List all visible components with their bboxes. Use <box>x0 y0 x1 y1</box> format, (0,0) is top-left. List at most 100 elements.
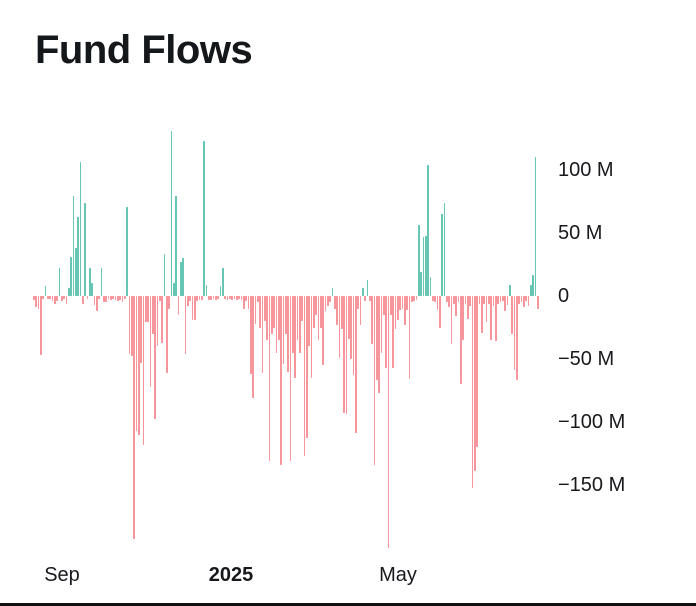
bar-outflow[interactable] <box>124 296 126 299</box>
bar-outflow[interactable] <box>289 296 292 462</box>
bar-inflow[interactable] <box>68 288 70 296</box>
bar-inflow[interactable] <box>126 206 128 296</box>
bar-outflow[interactable] <box>229 296 231 299</box>
bar-outflow[interactable] <box>518 296 520 304</box>
bar-outflow[interactable] <box>408 296 411 380</box>
bar-outflow[interactable] <box>455 296 457 317</box>
bar-outflow[interactable] <box>196 296 198 302</box>
bar-inflow[interactable] <box>219 285 222 296</box>
bar-outflow[interactable] <box>117 296 119 302</box>
bar-outflow[interactable] <box>42 296 44 299</box>
bar-outflow[interactable] <box>448 296 450 308</box>
bar-outflow[interactable] <box>322 296 324 366</box>
bar-outflow[interactable] <box>516 296 518 381</box>
bar-outflow[interactable] <box>198 296 201 300</box>
bar-outflow[interactable] <box>278 296 280 341</box>
bar-outflow[interactable] <box>140 296 142 363</box>
bar-outflow[interactable] <box>378 296 380 394</box>
bar-outflow[interactable] <box>35 296 37 308</box>
bar-outflow[interactable] <box>212 296 215 299</box>
bar-outflow[interactable] <box>65 296 68 304</box>
bar-outflow[interactable] <box>119 296 121 300</box>
bar-outflow[interactable] <box>471 296 474 488</box>
bar-inflow[interactable] <box>362 288 364 296</box>
bar-outflow[interactable] <box>224 296 226 299</box>
bar-outflow[interactable] <box>355 296 357 434</box>
bar-outflow[interactable] <box>243 296 245 309</box>
bar-outflow[interactable] <box>93 296 96 305</box>
bar-outflow[interactable] <box>259 296 261 328</box>
bar-outflow[interactable] <box>490 296 492 341</box>
bar-outflow[interactable] <box>350 296 352 359</box>
bar-outflow[interactable] <box>152 296 154 334</box>
bar-inflow[interactable] <box>70 256 72 296</box>
bar-outflow[interactable] <box>406 296 408 310</box>
bar-inflow[interactable] <box>84 202 86 296</box>
bar-outflow[interactable] <box>520 296 523 303</box>
bar-outflow[interactable] <box>502 296 504 302</box>
bar-outflow[interactable] <box>481 296 483 333</box>
bar-outflow[interactable] <box>497 296 499 304</box>
bar-outflow[interactable] <box>476 296 478 448</box>
chart-plot[interactable] <box>30 120 546 556</box>
bar-outflow[interactable] <box>215 296 217 300</box>
bar-outflow[interactable] <box>268 296 271 462</box>
bar-outflow[interactable] <box>61 296 63 302</box>
bar-outflow[interactable] <box>264 296 266 322</box>
bar-outflow[interactable] <box>96 296 98 312</box>
bar-outflow[interactable] <box>485 296 488 323</box>
bar-outflow[interactable] <box>166 296 168 373</box>
bar-outflow[interactable] <box>469 296 471 307</box>
bar-outflow[interactable] <box>208 296 210 300</box>
bar-outflow[interactable] <box>187 296 189 307</box>
bar-outflow[interactable] <box>495 296 497 342</box>
bar-inflow[interactable] <box>205 284 208 296</box>
bar-inflow[interactable] <box>75 248 77 296</box>
bar-outflow[interactable] <box>357 296 359 309</box>
bar-outflow[interactable] <box>168 296 170 309</box>
bar-outflow[interactable] <box>128 296 131 354</box>
bar-outflow[interactable] <box>299 296 301 353</box>
bar-outflow[interactable] <box>527 296 530 307</box>
bar-outflow[interactable] <box>142 296 145 445</box>
bar-outflow[interactable] <box>308 296 310 347</box>
bar-outflow[interactable] <box>467 296 469 319</box>
bar-outflow[interactable] <box>450 296 453 344</box>
bar-outflow[interactable] <box>392 296 394 368</box>
bar-outflow[interactable] <box>217 296 219 299</box>
bar-outflow[interactable] <box>359 296 362 325</box>
bar-outflow[interactable] <box>513 296 516 371</box>
bar-inflow[interactable] <box>100 268 103 296</box>
bar-outflow[interactable] <box>294 296 296 378</box>
bar-outflow[interactable] <box>296 296 299 341</box>
bar-outflow[interactable] <box>250 296 252 375</box>
bar-outflow[interactable] <box>184 296 187 354</box>
bar-inflow[interactable] <box>180 261 182 296</box>
bar-outflow[interactable] <box>238 296 240 299</box>
bar-outflow[interactable] <box>334 296 336 309</box>
bar-outflow[interactable] <box>483 296 485 304</box>
bar-outflow[interactable] <box>352 296 355 376</box>
bar-outflow[interactable] <box>245 296 247 302</box>
bar-outflow[interactable] <box>161 296 163 343</box>
bar-outflow[interactable] <box>145 296 147 323</box>
bar-outflow[interactable] <box>453 296 455 304</box>
bar-inflow[interactable] <box>427 164 429 296</box>
bar-outflow[interactable] <box>56 296 58 302</box>
bar-outflow[interactable] <box>273 296 275 328</box>
bar-outflow[interactable] <box>156 296 159 347</box>
bar-inflow[interactable] <box>222 268 224 296</box>
bar-inflow[interactable] <box>366 279 369 296</box>
bar-outflow[interactable] <box>201 296 203 300</box>
bar-outflow[interactable] <box>194 296 196 320</box>
bar-outflow[interactable] <box>159 296 161 302</box>
bar-inflow[interactable] <box>163 254 166 296</box>
bar-outflow[interactable] <box>499 296 502 303</box>
bar-outflow[interactable] <box>63 296 65 299</box>
bar-outflow[interactable] <box>147 296 149 323</box>
bar-outflow[interactable] <box>114 296 117 300</box>
bar-outflow[interactable] <box>149 296 152 387</box>
bar-inflow[interactable] <box>91 283 93 296</box>
bar-outflow[interactable] <box>103 296 105 303</box>
bar-inflow[interactable] <box>58 268 61 296</box>
